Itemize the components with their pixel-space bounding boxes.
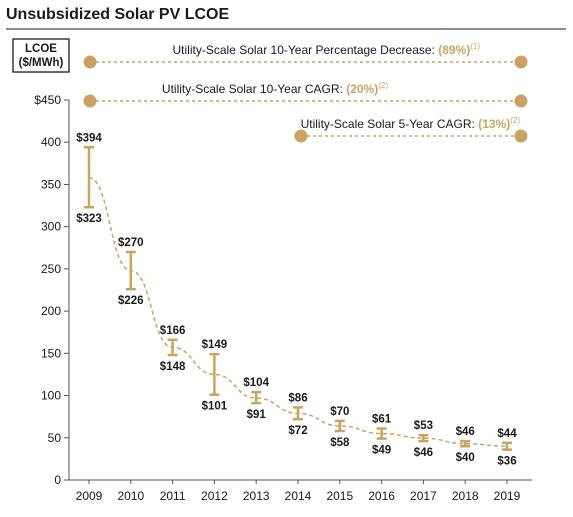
high-value-label: $61 bbox=[372, 413, 392, 425]
low-value-label: $46 bbox=[414, 447, 433, 459]
annotation-start-dot bbox=[83, 94, 97, 108]
annotations: Utility-Scale Solar 10-Year Percentage D… bbox=[83, 42, 528, 143]
low-value-label: $148 bbox=[160, 361, 186, 373]
annotation-text: Utility-Scale Solar 10-Year Percentage D… bbox=[173, 42, 481, 57]
x-tick-label: 2014 bbox=[285, 489, 312, 503]
annotation-value: (20%) bbox=[346, 82, 378, 96]
x-tick-label: 2019 bbox=[494, 489, 521, 503]
annotation-2: Utility-Scale Solar 10-Year CAGR: (20%)(… bbox=[83, 81, 528, 108]
low-value-label: $101 bbox=[202, 401, 228, 413]
x-tick-label: 2013 bbox=[243, 489, 270, 503]
y-tick-label: 50 bbox=[48, 431, 62, 445]
range-bar-2018: $46 $40 bbox=[456, 426, 475, 464]
low-value-label: $49 bbox=[372, 445, 391, 457]
y-tick-label: 0 bbox=[54, 473, 61, 487]
high-value-label: $149 bbox=[202, 339, 228, 351]
y-tick-label: 100 bbox=[41, 389, 61, 403]
range-bar-2009: $394 $323 bbox=[76, 132, 102, 225]
high-value-label: $166 bbox=[160, 325, 186, 337]
y-tick-label: 400 bbox=[41, 135, 61, 149]
x-tick-label: 2015 bbox=[326, 489, 353, 503]
low-value-label: $36 bbox=[497, 456, 516, 468]
x-tick-label: 2010 bbox=[117, 489, 144, 503]
y-tick-label: 250 bbox=[41, 262, 61, 276]
low-value-label: $72 bbox=[288, 425, 307, 437]
annotation-3: Utility-Scale Solar 5-Year CAGR: (13%)(2… bbox=[294, 116, 528, 143]
x-tick-label: 2012 bbox=[201, 489, 228, 503]
high-value-label: $104 bbox=[243, 377, 269, 389]
annotation-1: Utility-Scale Solar 10-Year Percentage D… bbox=[83, 42, 528, 69]
range-bar-2019: $44 $36 bbox=[497, 428, 517, 468]
annotation-label: Utility-Scale Solar 10-Year CAGR: bbox=[162, 82, 346, 96]
y-tick-label: 350 bbox=[41, 177, 61, 191]
y-axis-label-line-2: ($/MWh) bbox=[19, 57, 64, 69]
y-tick-label: $450 bbox=[34, 93, 61, 107]
annotation-end-dot bbox=[514, 129, 528, 143]
annotation-start-dot bbox=[294, 129, 308, 143]
high-value-label: $70 bbox=[330, 406, 349, 418]
range-bar-2014: $86 $72 bbox=[288, 392, 307, 437]
x-tick-label: 2016 bbox=[368, 489, 395, 503]
annotation-value: (13%) bbox=[478, 117, 510, 131]
high-value-label: $86 bbox=[288, 392, 307, 404]
high-value-label: $44 bbox=[497, 428, 517, 440]
range-bar-2013: $104 $91 bbox=[243, 377, 269, 421]
range-bar-2016: $61 $49 bbox=[372, 413, 392, 456]
low-value-label: $323 bbox=[76, 213, 102, 225]
axes: $450 400 350 300 250 200 150 100 50 0 2009 2010 2011… bbox=[34, 93, 532, 503]
range-bars: $394$323$270$226$166$148$149$101$104$91$… bbox=[76, 132, 517, 467]
range-bar-2011: $166 $148 bbox=[160, 325, 186, 373]
range-bar-2017: $53 $46 bbox=[414, 420, 433, 459]
annotation-value: (89%) bbox=[438, 43, 470, 57]
y-tick-label: 150 bbox=[41, 346, 61, 360]
y-axis-label-frame bbox=[12, 38, 70, 73]
annotation-label: Utility-Scale Solar 5-Year CAGR: bbox=[301, 117, 479, 131]
x-tick-label: 2011 bbox=[160, 489, 186, 503]
x-tick-label: 2017 bbox=[410, 489, 437, 503]
trend-line bbox=[88, 176, 508, 447]
high-value-label: $53 bbox=[414, 420, 433, 432]
low-value-label: $40 bbox=[456, 452, 475, 464]
y-tick-label: 300 bbox=[41, 220, 61, 234]
high-value-label: $394 bbox=[76, 132, 102, 144]
low-value-label: $58 bbox=[330, 437, 350, 449]
annotation-label: Utility-Scale Solar 10-Year Percentage D… bbox=[173, 43, 439, 57]
y-axis-label-box: LCOE ($/MWh) bbox=[12, 38, 70, 73]
annotation-footnote: (2) bbox=[510, 116, 520, 125]
low-value-label: $91 bbox=[247, 409, 267, 421]
annotation-end-dot bbox=[514, 55, 528, 69]
y-axis-label-line-1: LCOE bbox=[25, 43, 57, 55]
x-tick-label: 2009 bbox=[76, 489, 103, 503]
high-value-label: $46 bbox=[456, 426, 475, 438]
y-tick-label: 200 bbox=[41, 304, 61, 318]
trend-curve bbox=[88, 176, 508, 447]
annotation-text: Utility-Scale Solar 10-Year CAGR: (20%)(… bbox=[162, 81, 388, 96]
high-value-label: $270 bbox=[118, 237, 144, 249]
range-bar-2010: $270 $226 bbox=[118, 237, 144, 307]
chart-header: Unsubsidized Solar PV LCOE bbox=[6, 6, 566, 30]
annotation-footnote: (1) bbox=[470, 42, 480, 51]
annotation-end-dot bbox=[514, 94, 528, 108]
annotation-footnote: (2) bbox=[378, 81, 388, 90]
annotation-start-dot bbox=[83, 55, 97, 69]
chart-title: Unsubsidized Solar PV LCOE bbox=[6, 6, 229, 23]
annotation-text: Utility-Scale Solar 5-Year CAGR: (13%)(2… bbox=[301, 116, 521, 131]
x-tick-label: 2018 bbox=[452, 489, 479, 503]
low-value-label: $226 bbox=[118, 295, 144, 307]
range-bar-2012: $149 $101 bbox=[202, 339, 228, 413]
range-bar-2015: $70 $58 bbox=[330, 406, 350, 449]
